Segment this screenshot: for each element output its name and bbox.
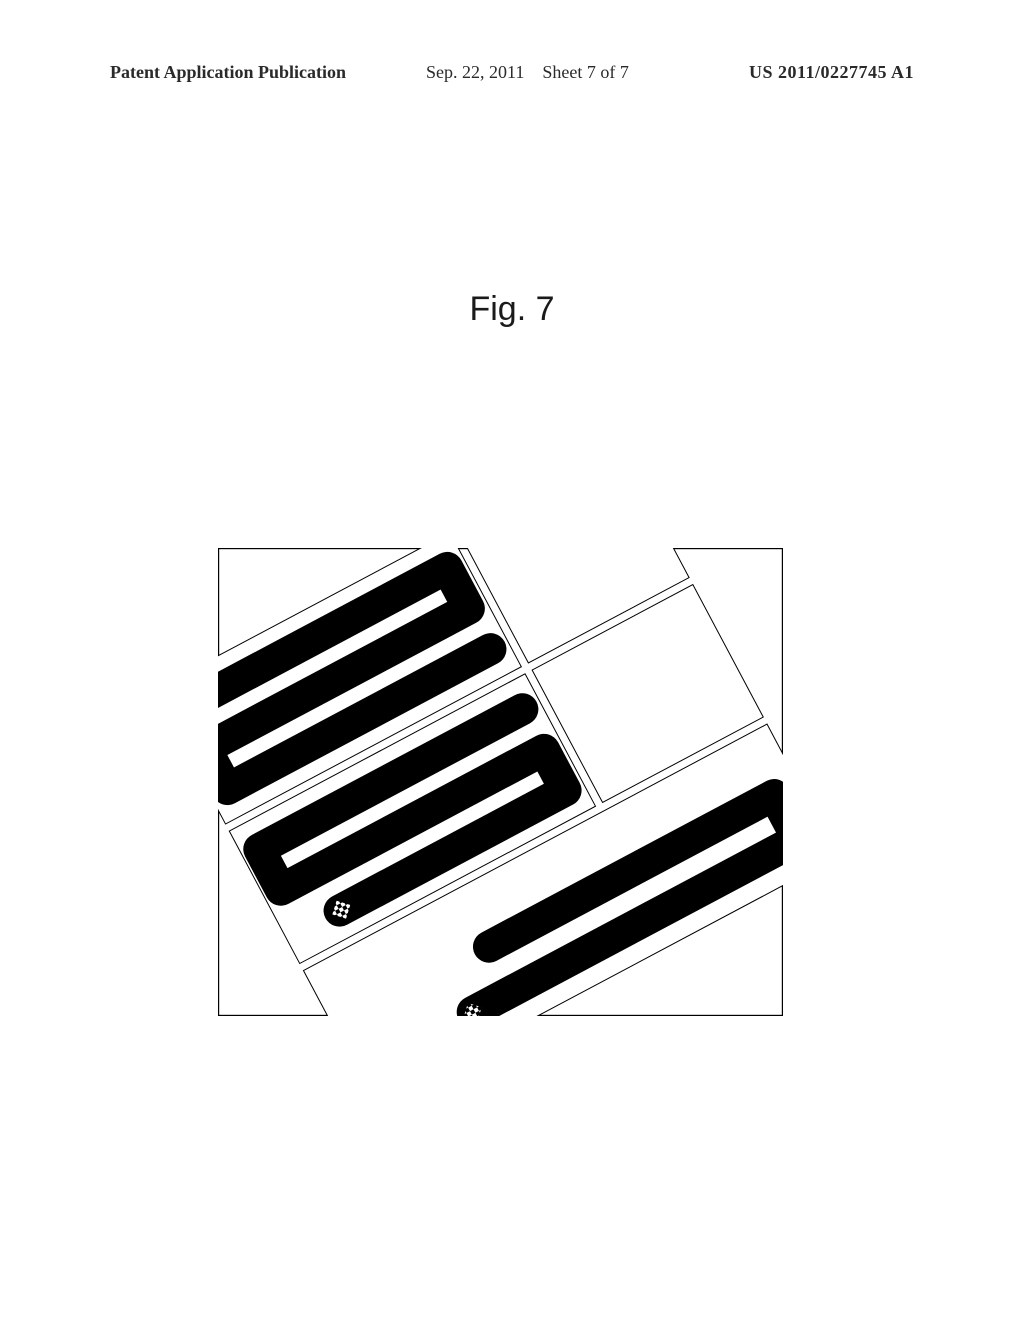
sheet-number: Sheet 7 of 7 [542, 62, 628, 83]
figure-svg [218, 548, 783, 1016]
publication-date: Sep. 22, 2011 [426, 62, 524, 83]
header-row: Patent Application Publication Sep. 22, … [110, 62, 914, 83]
page-header: Patent Application Publication Sep. 22, … [0, 62, 1024, 83]
publication-number: US 2011/0227745 A1 [749, 62, 914, 83]
figure-container [218, 548, 783, 1016]
figure-label: Fig. 7 [0, 290, 1024, 329]
publication-type: Patent Application Publication [110, 62, 346, 83]
